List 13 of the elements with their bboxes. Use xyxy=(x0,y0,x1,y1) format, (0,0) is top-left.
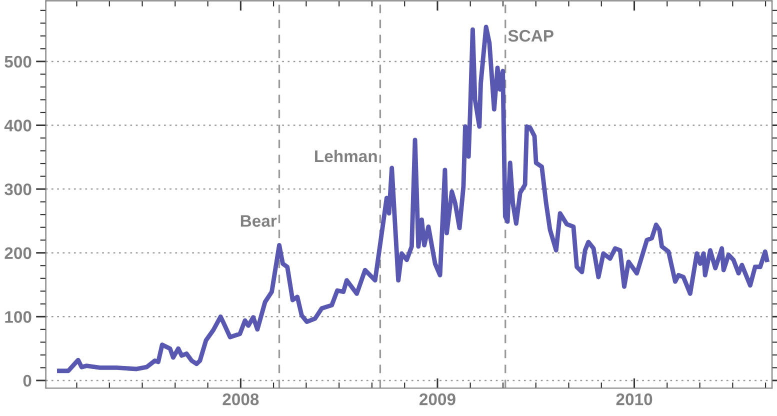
y-tick-label: 500 xyxy=(4,56,32,68)
ref-line-label: Lehman xyxy=(315,150,377,162)
x-tick-label: 2009 xyxy=(420,393,456,406)
y-tick-label: 300 xyxy=(4,183,32,196)
y-tick-label: 200 xyxy=(4,247,32,260)
y-tick-label: 400 xyxy=(4,120,32,132)
x-tick-label: 2010 xyxy=(616,393,652,406)
x-tick-label: 2008 xyxy=(222,393,259,406)
ref-line-label: SCAP xyxy=(508,30,554,42)
line-series xyxy=(57,24,770,374)
ref-line-label: Bear xyxy=(240,215,277,227)
y-tick-label: 100 xyxy=(5,311,32,323)
y-tick-label: 0 xyxy=(23,374,32,387)
